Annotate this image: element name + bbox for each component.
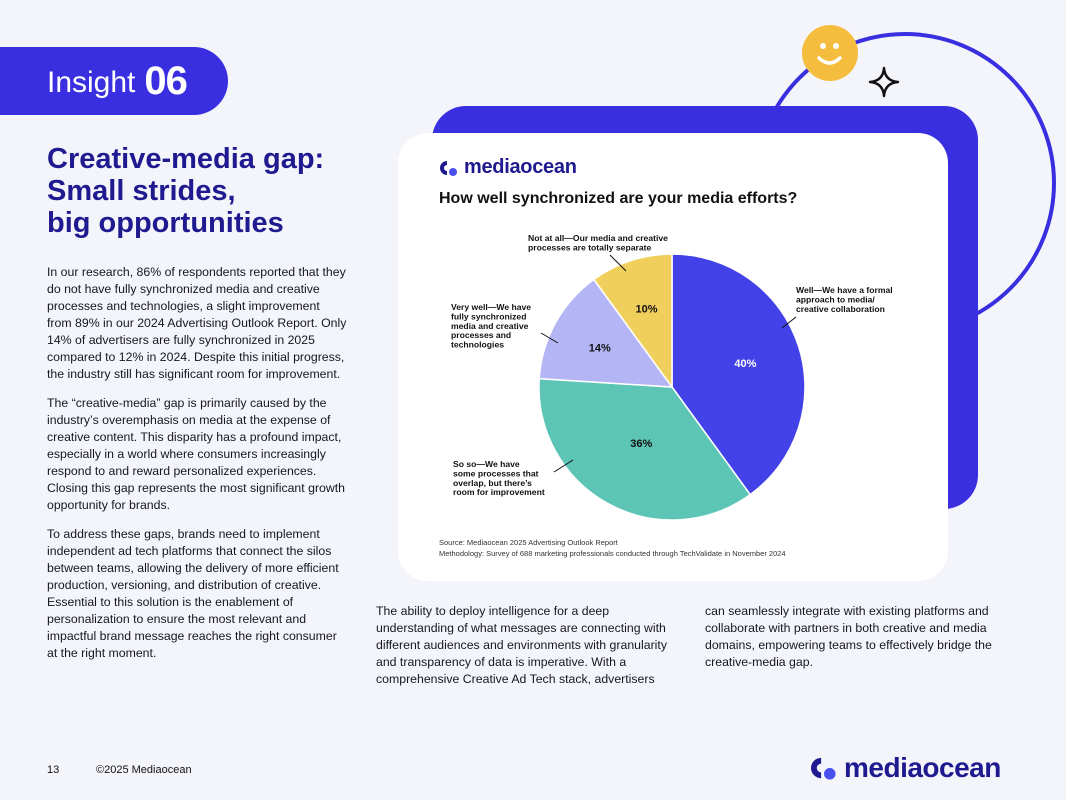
pie-slice-well (671, 253, 806, 496)
pie-leader-line (553, 459, 574, 473)
chart-title: How well synchronized are your media eff… (439, 190, 798, 207)
pie-slice-so-so (538, 377, 752, 521)
copyright: ©2025 Mediaocean (96, 764, 192, 776)
pie-category-label: Very well—We have fully synchronized media… (451, 302, 531, 350)
pie-percent-label: 14% (589, 342, 611, 354)
headline-line: Creative-media gap: (47, 143, 325, 175)
body-column-2: The ability to deploy intelligence for a… (376, 604, 667, 686)
chart-card: mediaocean How well synchronized are you… (398, 133, 948, 581)
smiley-face-icon (802, 25, 858, 81)
headline-line: Small strides, (47, 175, 236, 207)
body-paragraph: To address these gaps, brands need to im… (47, 527, 339, 660)
insight-number: 06 (144, 58, 187, 103)
pie-category-label: So so—We have some processes that overlap,… (453, 459, 545, 497)
source-line: Source: Mediaocean 2025 Advertising Outl… (439, 538, 618, 547)
pie-percent-label: 10% (636, 304, 658, 316)
methodology-line: Methodology: Survey of 688 marketing pro… (439, 549, 786, 558)
pie-slice-very-well (538, 278, 674, 388)
pie-leader-line (609, 254, 627, 272)
card-brand-name: mediaocean (464, 156, 577, 178)
pie-leader-line (781, 316, 797, 329)
footer-brand-name: mediaocean (844, 752, 1001, 783)
card-brand-logo: mediaocean (438, 156, 577, 179)
body-column-3: can seamlessly integrate with existing p… (705, 604, 992, 669)
pie-category-label: Not at all—Our media and creative process… (528, 233, 668, 252)
body-column-1: In our research, 86% of respondents repo… (47, 264, 347, 674)
headline-line: big opportunities (47, 207, 284, 239)
footer-brand-logo: mediaocean (808, 752, 1001, 784)
pie-leader-line (540, 332, 559, 344)
pie-chart: 40% 36% 14% 10% Well—We have a formal approa… (451, 233, 893, 521)
chart-source: Source: Mediaocean 2025 Advertising Outl… (439, 537, 786, 559)
pie-category-label: Well—We have a formal approach to media/c… (796, 285, 893, 314)
pie-slice-not-at-all (592, 253, 673, 390)
body-paragraph: The “creative-media” gap is primarily ca… (47, 396, 346, 512)
body-paragraph: In our research, 86% of respondents repo… (47, 265, 347, 381)
page-title: Creative-media gap: Small strides, big o… (47, 143, 367, 239)
insight-badge: Insight 06 (0, 47, 228, 115)
pie-percent-label: 36% (630, 438, 652, 450)
mediaocean-logo-icon (440, 160, 457, 176)
pie-percent-label: 40% (734, 358, 756, 370)
sparkle-icon (868, 66, 900, 98)
insight-label: Insight (47, 65, 136, 99)
page-number: 13 (47, 764, 60, 776)
mediaocean-logo-icon (811, 757, 836, 780)
